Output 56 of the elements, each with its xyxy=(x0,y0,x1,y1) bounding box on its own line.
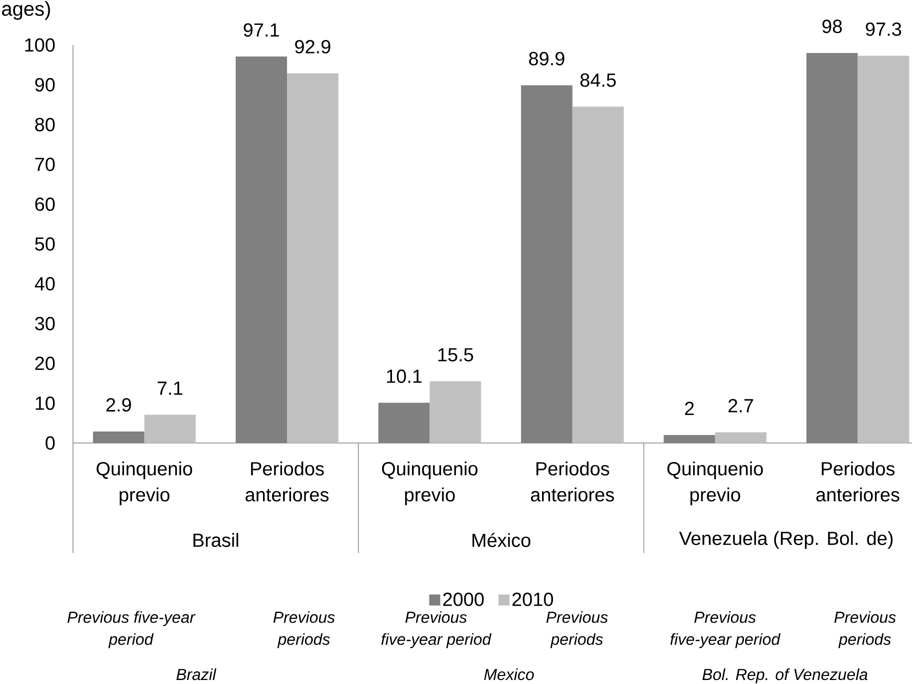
bar xyxy=(236,56,288,443)
y-tick-label: 40 xyxy=(34,277,55,291)
x-tick-label: Periodos anteriores xyxy=(530,462,614,502)
x-tick-label: Periodos anteriores xyxy=(816,462,900,502)
bar xyxy=(806,52,858,443)
y-tick-label: 30 xyxy=(35,316,55,330)
text: Previous five-year period xyxy=(67,611,196,648)
legend-label: 2010 xyxy=(512,592,554,606)
x-tick-label: Quinquenio previo xyxy=(382,462,478,506)
bar xyxy=(430,381,482,443)
data-label: 92.9 xyxy=(295,40,330,54)
bar xyxy=(378,402,430,443)
legend-label: 2000 xyxy=(443,592,484,606)
y-tick-label: 0 xyxy=(46,436,55,450)
text: Previous periods xyxy=(546,611,608,648)
text: Previous five-year period xyxy=(670,611,781,648)
y-tick-label: 90 xyxy=(35,78,55,92)
y-tick-label: 50 xyxy=(35,237,55,251)
text: México xyxy=(472,532,530,548)
data-label: 7.1 xyxy=(158,382,182,395)
data-label: 10.1 xyxy=(386,370,422,383)
bar xyxy=(715,432,766,443)
y-tick-label: 80 xyxy=(35,118,55,132)
text: Bol. Rep. of Venezuela xyxy=(702,668,868,684)
bar xyxy=(144,414,196,443)
y-tick-label: 70 xyxy=(35,158,55,172)
text: Previous five-year period xyxy=(381,611,492,648)
data-label: 84.5 xyxy=(580,73,616,87)
data-label: 97.1 xyxy=(244,23,279,37)
chart-title: ages) xyxy=(2,1,50,20)
bar xyxy=(664,435,716,443)
data-label: 2.9 xyxy=(106,398,131,412)
text: Venezuela (Rep. Bol. de) xyxy=(679,531,893,549)
text: Brazil xyxy=(176,668,216,680)
text: Previous periods xyxy=(273,611,335,648)
data-label: 97.3 xyxy=(866,22,902,36)
y-tick-label: 60 xyxy=(35,197,55,211)
y-tick-label: 100 xyxy=(25,38,55,52)
x-tick-label: Quinquenio previo xyxy=(96,462,192,506)
bar xyxy=(287,73,338,443)
bar xyxy=(92,431,144,443)
data-label: 15.5 xyxy=(438,348,474,362)
y-tick-label: 10 xyxy=(36,396,55,410)
data-label: 89.9 xyxy=(529,52,564,66)
data-label: 2.7 xyxy=(728,398,754,412)
text: Brasil xyxy=(193,533,238,547)
bar xyxy=(858,56,910,443)
text: Previous periods xyxy=(834,611,896,648)
x-tick-label: Quinquenio previo xyxy=(667,462,763,506)
bar xyxy=(572,106,624,443)
y-tick-label: 20 xyxy=(35,356,55,370)
data-label: 2 xyxy=(685,402,694,416)
x-tick-label: Periodos anteriores xyxy=(246,462,329,502)
text: Mexico xyxy=(484,668,534,680)
data-label: 98 xyxy=(822,20,842,34)
bar xyxy=(521,85,572,443)
